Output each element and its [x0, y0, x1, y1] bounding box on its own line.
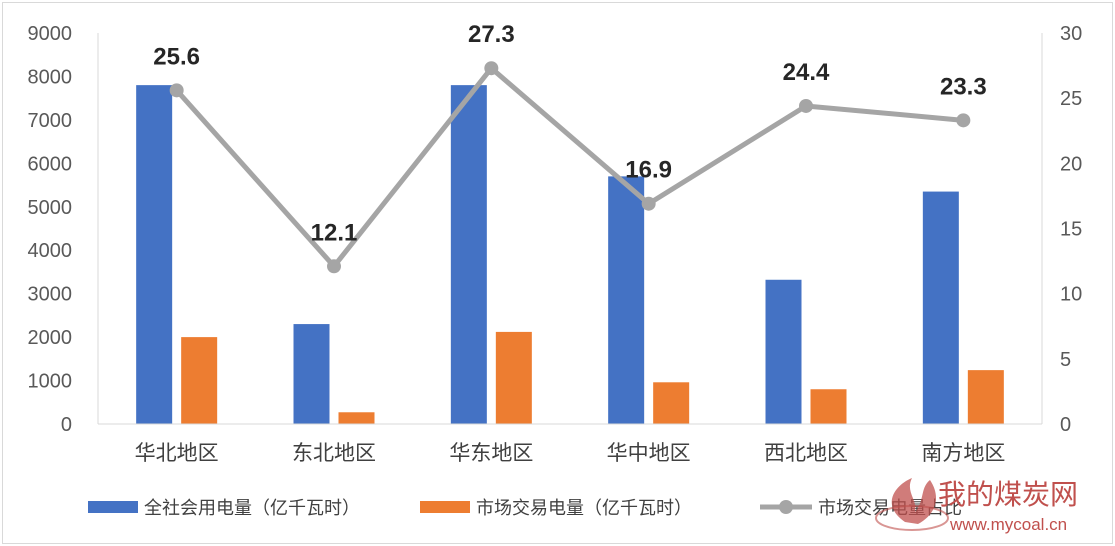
line-point	[956, 113, 971, 128]
right-tick-label: 30	[1060, 23, 1082, 45]
line-series: 25.6 12.1 27.3 16.9 24.4 23.3	[153, 21, 987, 274]
left-tick-label: 9000	[28, 23, 73, 45]
right-axis: 0 5 10 15 20 25 30	[1041, 23, 1082, 436]
legend-swatch	[420, 501, 470, 513]
data-label: 16.9	[625, 157, 672, 184]
legend-swatch	[88, 501, 138, 513]
left-tick-label: 5000	[28, 197, 73, 219]
bar-series-2	[810, 389, 847, 424]
watermark-text: 我的煤炭网	[938, 478, 1078, 511]
right-tick-label: 20	[1060, 153, 1082, 175]
legend: 全社会用电量（亿千瓦时） 市场交易电量（亿千瓦时） 市场交易电量占比	[88, 498, 962, 519]
category-label: 南方地区	[921, 441, 1005, 465]
watermark: 我的煤炭网 www.mycoal.cn	[875, 478, 1078, 534]
bar-series-2	[967, 370, 1004, 424]
left-tick-label: 6000	[28, 153, 73, 175]
line-point	[327, 259, 341, 274]
bar-series-2	[495, 331, 532, 424]
bar-series-1	[608, 176, 645, 424]
legend-marker	[779, 500, 793, 514]
line-point	[641, 196, 656, 211]
left-tick-label: 7000	[28, 110, 73, 132]
bar-series-2	[181, 337, 218, 424]
bar-series-1	[922, 191, 959, 424]
right-tick-label: 0	[1060, 414, 1071, 436]
right-tick-label: 5	[1060, 349, 1071, 371]
category-label: 华东地区	[449, 441, 533, 465]
category-label: 东北地区	[292, 441, 376, 465]
right-tick-label: 25	[1060, 88, 1082, 110]
right-tick-label: 10	[1060, 284, 1082, 306]
bar-series-2	[653, 382, 690, 424]
bar-series	[136, 85, 1004, 424]
watermark-url: www.mycoal.cn	[949, 515, 1067, 534]
left-tick-label: 8000	[28, 66, 73, 88]
category-label: 华中地区	[607, 441, 691, 465]
bar-series-2	[338, 412, 375, 424]
legend-label: 全社会用电量（亿千瓦时）	[144, 498, 360, 519]
left-axis: 0 1000 2000 3000 4000 5000 6000 7000 8000 9000	[28, 23, 99, 436]
left-tick-label: 0	[61, 414, 72, 436]
left-tick-label: 2000	[28, 327, 73, 349]
line-point	[169, 83, 184, 98]
bar-series-1	[765, 279, 802, 424]
watermark-logo-icon	[875, 478, 949, 531]
bar-series-1	[136, 85, 173, 424]
data-label: 27.3	[468, 21, 515, 48]
left-tick-label: 1000	[28, 371, 73, 393]
data-label: 24.4	[783, 59, 830, 86]
bar-series-1	[450, 85, 487, 424]
left-tick-label: 3000	[28, 284, 73, 306]
data-label: 12.1	[311, 219, 358, 246]
legend-label: 市场交易电量（亿千瓦时）	[476, 498, 692, 519]
right-tick-label: 15	[1060, 219, 1082, 241]
data-label: 25.6	[153, 43, 200, 70]
x-axis-categories: 华北地区 东北地区 华东地区 华中地区 西北地区 南方地区	[98, 423, 1042, 465]
data-label: 23.3	[940, 73, 987, 100]
line-point	[799, 98, 813, 113]
category-label: 华北地区	[135, 441, 219, 465]
bar-series-1	[293, 324, 330, 424]
left-tick-label: 4000	[28, 240, 73, 262]
line-path	[174, 65, 964, 269]
line-point	[484, 61, 499, 76]
category-label: 西北地区	[764, 441, 848, 465]
